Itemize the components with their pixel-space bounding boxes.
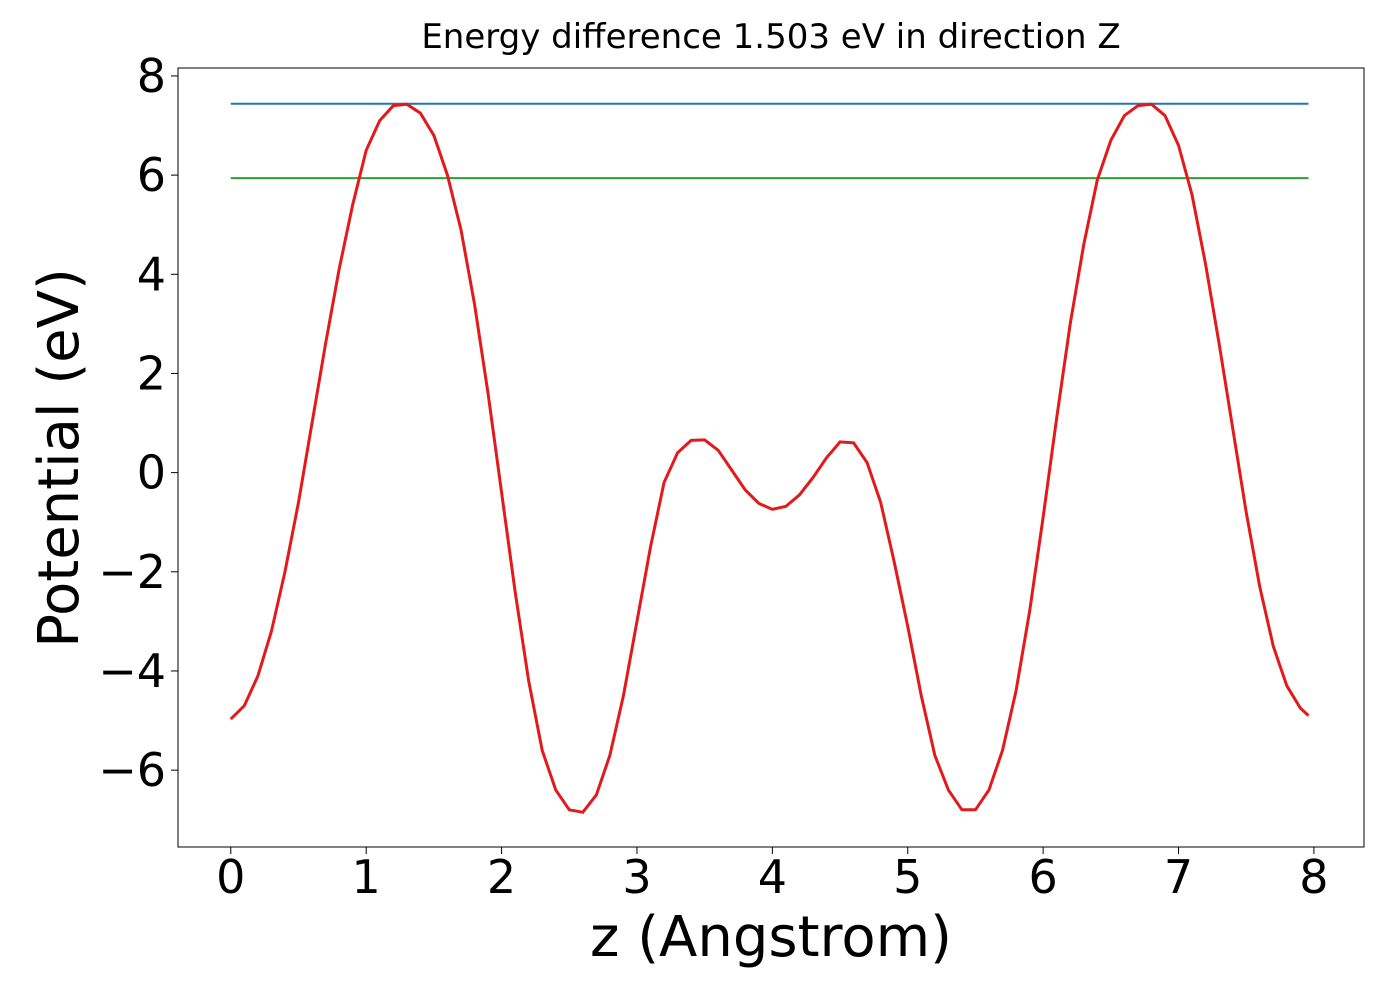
data-line — [229, 102, 1310, 814]
x-tick-label: 8 — [1299, 850, 1328, 904]
plot-frame — [177, 67, 1365, 848]
x-tick-label: 3 — [622, 850, 651, 904]
x-tick-label: 6 — [1028, 850, 1057, 904]
y-tick-label: −6 — [98, 743, 166, 797]
y-tick-label: 8 — [137, 49, 166, 103]
y-tick-label: −2 — [98, 545, 166, 599]
y-tick-label: 6 — [137, 148, 166, 202]
x-axis-label: z (Angstrom) — [590, 905, 952, 970]
x-tick-label: 4 — [758, 850, 787, 904]
x-tick-label: 5 — [893, 850, 922, 904]
y-tick-label: 2 — [137, 346, 166, 400]
y-tick-label: 0 — [137, 446, 166, 500]
y-tick-label: −4 — [98, 644, 166, 698]
chart-title: Energy difference 1.503 eV in direction … — [421, 17, 1120, 57]
y-axis-label: Potential (eV) — [27, 268, 92, 648]
x-tick-label: 0 — [216, 850, 245, 904]
y-tick-label: 4 — [137, 247, 166, 301]
x-tick-label: 1 — [352, 850, 381, 904]
x-tick-label: 2 — [487, 850, 516, 904]
x-tick-label: 7 — [1164, 850, 1193, 904]
